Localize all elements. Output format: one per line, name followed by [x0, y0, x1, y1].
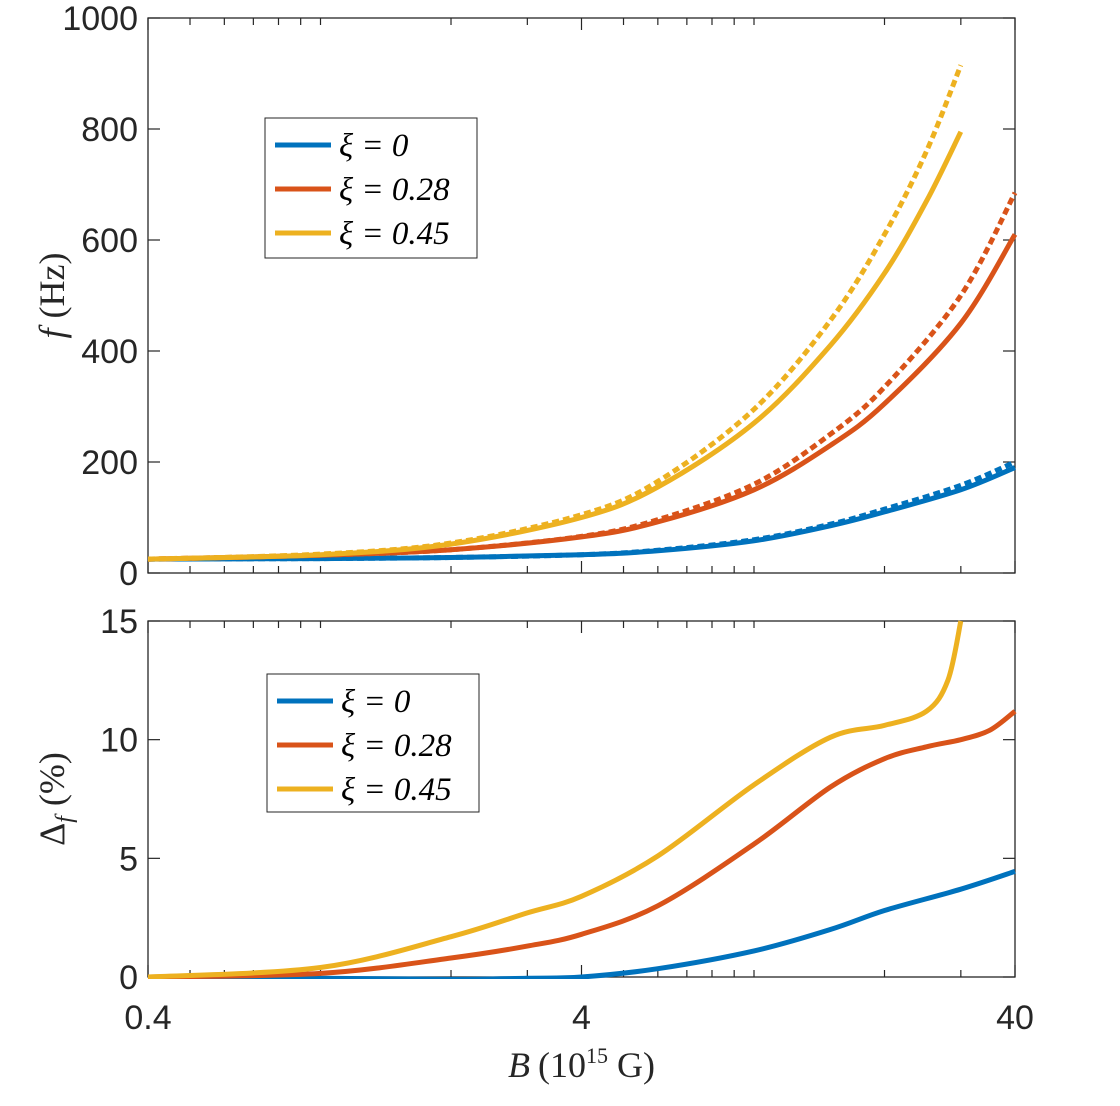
- y-tick-label: 800: [81, 111, 138, 149]
- x-tick-label: 40: [996, 999, 1034, 1037]
- y-tick-label: 10: [100, 722, 138, 760]
- y-axis-label-var: Δ: [32, 823, 72, 846]
- series-line-1: [148, 459, 1016, 562]
- y-tick-label: 1000: [62, 0, 138, 38]
- series-line-0: [148, 465, 1016, 562]
- legend-entry-1: ξ = 0.28: [341, 728, 452, 764]
- series-line-5: [148, 64, 964, 562]
- legend-entry-0: ξ = 0: [341, 684, 411, 720]
- y-tick-label: 15: [100, 603, 138, 641]
- y-tick-label: 5: [119, 840, 138, 878]
- y-axis-label-unit: (%): [32, 752, 72, 806]
- legend-entry-2: ξ = 0.45: [341, 772, 452, 808]
- y-tick-label: 0: [119, 555, 138, 593]
- legend-entry-0: ξ = 0: [339, 128, 409, 164]
- series-group: [148, 64, 1018, 562]
- series-group: [148, 620, 1017, 979]
- x-tick-label: 4: [572, 999, 591, 1037]
- legend-entry-2: ξ = 0.45: [339, 216, 450, 252]
- y-axis-label-var: f: [32, 323, 72, 338]
- y-tick-label: 0: [119, 959, 138, 997]
- x-axis-label-base: (10: [538, 1045, 586, 1085]
- y-axis-label: Δf (%): [32, 752, 78, 846]
- plot-frame: [147, 17, 1016, 574]
- chart-panel-top: 0 200 400 600 800 1000 ξ = 0 ξ = 0.28 ξ = 0.45 f (…: [32, 0, 1018, 593]
- y-tick-label: 200: [81, 444, 138, 482]
- y-axis-label: f (Hz): [32, 253, 72, 339]
- series-line-0: [148, 869, 1016, 979]
- y-axis-label-sub: f: [52, 813, 78, 823]
- x-tick-label: 0.4: [124, 999, 171, 1037]
- y-tick-label: 400: [81, 333, 138, 371]
- chart-panel-bottom: 0 5 10 15 0.4 4 40 ξ = 0 ξ = 0.28 ξ = 0.45 Δf (%) B(…: [32, 603, 1034, 1085]
- x-axis-label-var: B: [508, 1045, 530, 1085]
- y-tick-label: 600: [81, 222, 138, 260]
- x-axis-label-unit: G): [608, 1045, 655, 1085]
- series-line-1: [148, 709, 1017, 979]
- y-axis-label-unit: (Hz): [32, 253, 72, 319]
- x-axis-label-exp: 15: [586, 1043, 608, 1068]
- x-axis-label: B (1015 G): [508, 1043, 655, 1085]
- series-line-2: [148, 620, 964, 979]
- legend-entry-1: ξ = 0.28: [339, 172, 450, 208]
